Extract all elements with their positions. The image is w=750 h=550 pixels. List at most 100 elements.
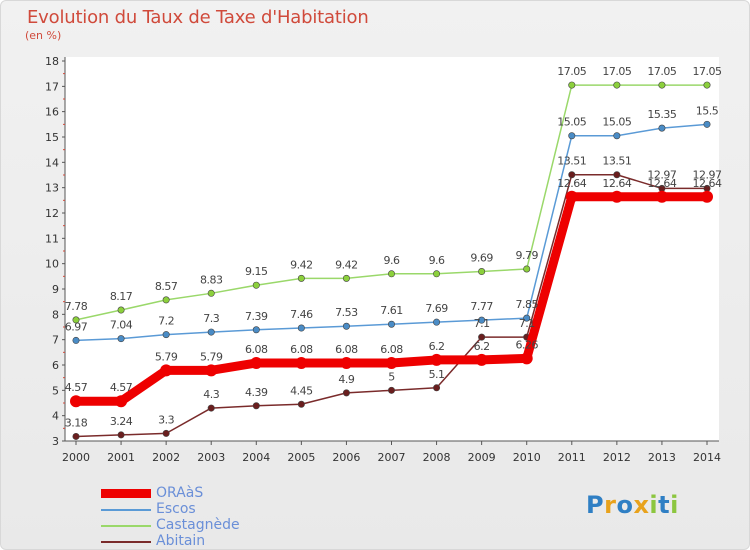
data-point: [433, 270, 441, 278]
data-label: 8.57: [155, 280, 178, 293]
data-label: 15.5: [696, 104, 719, 117]
data-label: 5.79: [200, 350, 223, 363]
logo-letter: i: [670, 491, 679, 519]
data-label: 7.04: [110, 319, 133, 332]
y-tick-label: 4: [52, 410, 59, 423]
data-point: [207, 404, 215, 412]
data-point: [72, 316, 80, 324]
data-label: 5.1: [429, 368, 445, 381]
data-point: [252, 402, 260, 410]
data-point: [703, 120, 711, 128]
data-label: 6.2: [429, 340, 445, 353]
data-point: [703, 81, 711, 89]
x-tick-label: 2005: [287, 451, 315, 464]
logo-letter: P: [586, 491, 605, 519]
data-label: 4.3: [203, 388, 219, 401]
data-point: [160, 364, 173, 377]
data-label: 6.2: [474, 340, 490, 353]
legend-swatch: [101, 509, 151, 511]
data-point: [297, 274, 305, 282]
data-label: 3.24: [110, 415, 133, 428]
data-label: 7.61: [380, 304, 403, 317]
data-point: [387, 270, 395, 278]
data-point: [613, 132, 621, 140]
data-label: 7.46: [290, 308, 313, 321]
data-label: 17.05: [602, 65, 631, 78]
data-point: [387, 320, 395, 328]
data-label: 17.05: [557, 65, 586, 78]
data-label: 7.2: [158, 315, 174, 328]
data-label: 5: [388, 370, 395, 383]
data-label: 15.05: [557, 116, 586, 129]
y-tick-label: 15: [45, 131, 59, 144]
data-point: [115, 395, 128, 408]
data-point: [478, 333, 486, 341]
data-label: 7.69: [425, 302, 448, 315]
y-tick-label: 10: [45, 258, 59, 271]
data-point: [658, 81, 666, 89]
data-label: 7.39: [245, 310, 268, 323]
data-label: 4.9: [338, 373, 354, 386]
x-tick-label: 2006: [332, 451, 360, 464]
data-label: 7.77: [470, 300, 493, 313]
data-label: 9.42: [335, 258, 358, 271]
data-label: 12.64: [693, 177, 722, 190]
data-point: [568, 132, 576, 140]
data-point: [342, 274, 350, 282]
data-point: [433, 318, 441, 326]
legend-label: Abitain: [156, 533, 206, 549]
data-label: 12.64: [557, 177, 586, 190]
y-tick-label: 12: [45, 207, 59, 220]
data-point: [117, 431, 125, 439]
plot-area: [65, 57, 719, 441]
data-point: [162, 331, 170, 339]
x-tick-label: 2002: [152, 451, 180, 464]
data-label: 4.45: [290, 384, 313, 397]
data-point: [430, 353, 443, 366]
data-point: [433, 384, 441, 392]
data-point: [295, 356, 308, 369]
data-point: [658, 124, 666, 132]
data-point: [207, 289, 215, 297]
data-label: 6.08: [380, 343, 403, 356]
data-label: 12.97: [647, 168, 676, 181]
data-label: 7.78: [65, 300, 88, 313]
data-point: [117, 306, 125, 314]
data-point: [72, 432, 80, 440]
data-point: [252, 281, 260, 289]
x-tick-label: 2009: [468, 451, 496, 464]
y-tick-label: 14: [45, 156, 59, 169]
legend-label: Escos: [156, 501, 196, 517]
data-point: [252, 326, 260, 334]
data-label: 6.08: [245, 343, 268, 356]
logo-letter: t: [658, 491, 671, 519]
x-tick-label: 2003: [197, 451, 225, 464]
data-label: 9.79: [515, 249, 538, 262]
data-point: [387, 386, 395, 394]
data-label: 9.6: [429, 254, 445, 267]
data-label: 6.26: [515, 338, 538, 351]
data-label: 7.85: [515, 298, 538, 311]
data-point: [72, 336, 80, 344]
data-label: 8.17: [110, 290, 133, 303]
data-point: [613, 81, 621, 89]
y-tick-label: 9: [52, 283, 59, 296]
legend-swatch: [101, 525, 151, 527]
y-tick-label: 16: [45, 106, 59, 119]
x-tick-label: 2004: [242, 451, 270, 464]
data-label: 9.69: [470, 252, 493, 265]
data-label: 5.79: [155, 350, 178, 363]
data-point: [655, 190, 668, 203]
x-tick-label: 2007: [378, 451, 406, 464]
data-point: [613, 171, 621, 179]
x-tick-label: 2012: [603, 451, 631, 464]
x-tick-label: 2000: [62, 451, 90, 464]
data-label: 6.97: [65, 320, 88, 333]
data-point: [520, 352, 533, 365]
data-point: [610, 190, 623, 203]
y-tick-label: 7: [52, 334, 59, 347]
x-tick-label: 2013: [648, 451, 676, 464]
data-label: 12.64: [647, 177, 676, 190]
y-tick-label: 6: [52, 359, 59, 372]
